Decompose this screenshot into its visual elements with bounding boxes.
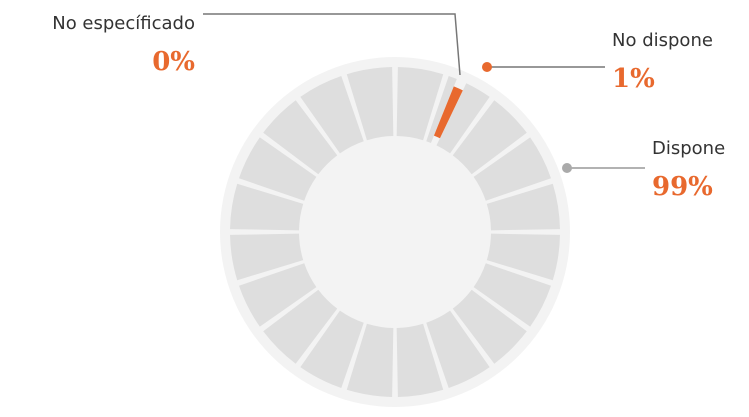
slice: [433, 86, 463, 139]
label: No específicado: [52, 13, 195, 34]
leader-dot: [562, 163, 572, 173]
label: Dispone: [652, 138, 725, 159]
leader-dot: [482, 62, 492, 72]
labels: No específicado 0% No dispone 1% Dispone…: [52, 13, 725, 202]
leader-line: [203, 13, 461, 76]
donut: [230, 67, 560, 397]
value-label: 1%: [612, 64, 655, 94]
slice: [230, 67, 560, 397]
value-label: 99%: [652, 172, 713, 202]
value-label: 0%: [152, 47, 195, 77]
ring-background: [220, 57, 570, 407]
label: No dispone: [612, 30, 713, 51]
